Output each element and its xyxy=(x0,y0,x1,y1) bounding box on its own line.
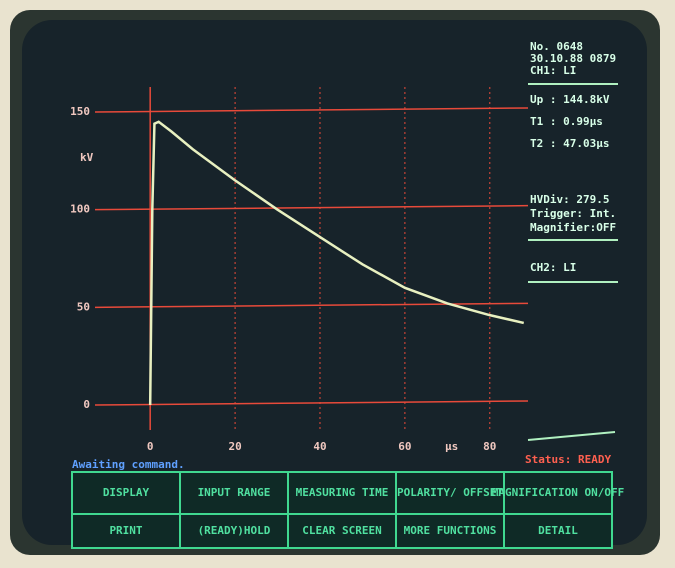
x-axis-label: µs xyxy=(445,440,458,453)
menu-label[interactable]: MAGNIFICATION ON/OFF xyxy=(492,486,624,499)
readout: HVDiv: 279.5 xyxy=(530,193,609,206)
y-axis-label: kV xyxy=(80,151,94,164)
menu-label[interactable]: CLEAR SCREEN xyxy=(302,524,381,537)
x-tick-label: 40 xyxy=(313,440,326,453)
readout: Trigger: Int. xyxy=(530,207,616,220)
x-tick-label: 60 xyxy=(398,440,411,453)
x-tick-label: 0 xyxy=(147,440,154,453)
readout: T2 : 47.03µs xyxy=(530,137,609,150)
menu-label[interactable]: (READY)HOLD xyxy=(198,524,271,537)
readout: CH1: LI xyxy=(530,64,576,77)
menu-label[interactable]: MORE FUNCTIONS xyxy=(404,524,497,537)
menu-label[interactable]: INPUT RANGE xyxy=(198,486,271,499)
y-tick-label: 50 xyxy=(77,300,90,313)
screen-photo: kV µs Awaiting command. Status: READY 0 5… xyxy=(0,0,675,564)
y-tick-label: 0 xyxy=(83,398,90,411)
readout: T1 : 0.99µs xyxy=(530,115,603,128)
menu-label[interactable]: DETAIL xyxy=(538,524,578,537)
prompt: Awaiting command. xyxy=(72,458,185,471)
readout: CH2: LI xyxy=(530,261,576,274)
menu-label[interactable]: MEASURING TIME xyxy=(296,486,389,499)
menu-label[interactable]: PRINT xyxy=(109,524,142,537)
readout: Magnifier:OFF xyxy=(530,221,616,234)
x-tick-label: 80 xyxy=(483,440,496,453)
menu-label[interactable]: POLARITY/ OFFSET xyxy=(397,486,503,499)
readout: Up : 144.8kV xyxy=(530,93,610,106)
menu-label[interactable]: DISPLAY xyxy=(103,486,150,499)
status: Status: READY xyxy=(525,453,611,466)
x-tick-label: 20 xyxy=(228,440,241,453)
y-tick-label: 100 xyxy=(70,203,90,216)
y-tick-label: 150 xyxy=(70,105,90,118)
